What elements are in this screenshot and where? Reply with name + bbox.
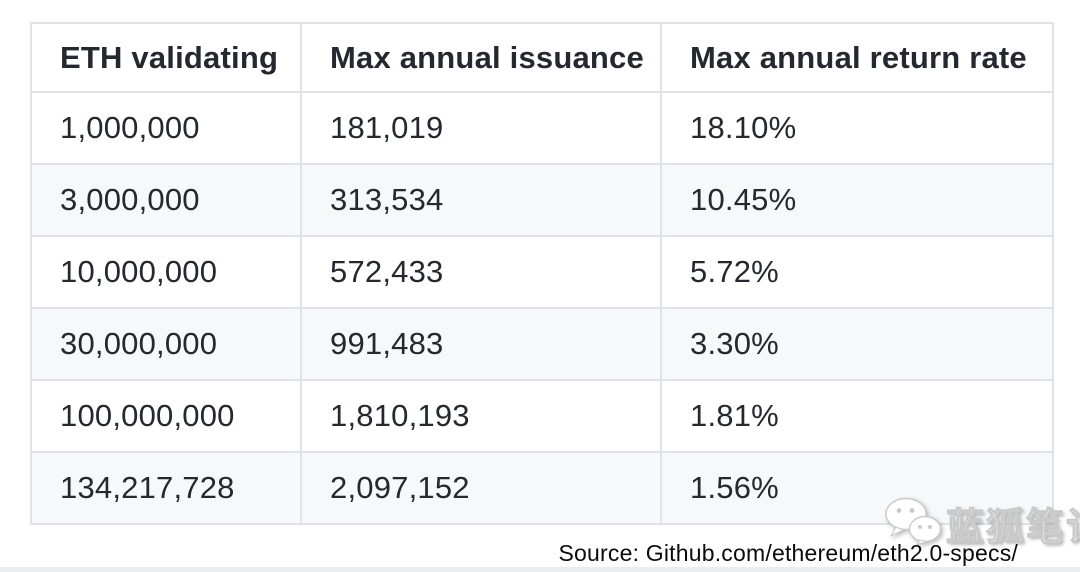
table-cell: 18.10% (660, 91, 1054, 165)
table-cell: 3,000,000 (30, 163, 302, 237)
column-header-eth-validating: ETH validating (30, 22, 302, 93)
table-cell: 5.72% (660, 235, 1054, 309)
table-header: ETH validating Max annual issuance Max a… (30, 22, 1054, 93)
data-table: ETH validating Max annual issuance Max a… (30, 22, 1054, 525)
table-cell: 1,000,000 (30, 91, 302, 165)
table-cell: 181,019 (300, 91, 662, 165)
table-cell: 10.45% (660, 163, 1054, 237)
table-cell: 1.81% (660, 379, 1054, 453)
table-cell: 1,810,193 (300, 379, 662, 453)
bottom-divider (0, 567, 1080, 572)
table-cell: 100,000,000 (30, 379, 302, 453)
eth-issuance-table: ETH validating Max annual issuance Max a… (30, 22, 1054, 525)
table-cell: 3.30% (660, 307, 1054, 381)
column-header-max-annual-issuance: Max annual issuance (300, 22, 662, 93)
table-row: 1,000,000 181,019 18.10% (30, 91, 1054, 165)
table-cell: 572,433 (300, 235, 662, 309)
table-cell: 30,000,000 (30, 307, 302, 381)
table-row: 3,000,000 313,534 10.45% (30, 163, 1054, 237)
column-header-max-annual-return-rate: Max annual return rate (660, 22, 1054, 93)
table-row: 100,000,000 1,810,193 1.81% (30, 379, 1054, 453)
table-cell: 313,534 (300, 163, 662, 237)
table-row: 134,217,728 2,097,152 1.56% (30, 451, 1054, 525)
table-body: 1,000,000 181,019 18.10% 3,000,000 313,5… (30, 91, 1054, 525)
table-cell: 134,217,728 (30, 451, 302, 525)
table-row: 30,000,000 991,483 3.30% (30, 307, 1054, 381)
table-cell: 1.56% (660, 451, 1054, 525)
table-row: 10,000,000 572,433 5.72% (30, 235, 1054, 309)
header-row: ETH validating Max annual issuance Max a… (30, 22, 1054, 93)
table-cell: 2,097,152 (300, 451, 662, 525)
table-cell: 10,000,000 (30, 235, 302, 309)
table-cell: 991,483 (300, 307, 662, 381)
source-attribution: Source: Github.com/ethereum/eth2.0-specs… (558, 540, 1018, 566)
